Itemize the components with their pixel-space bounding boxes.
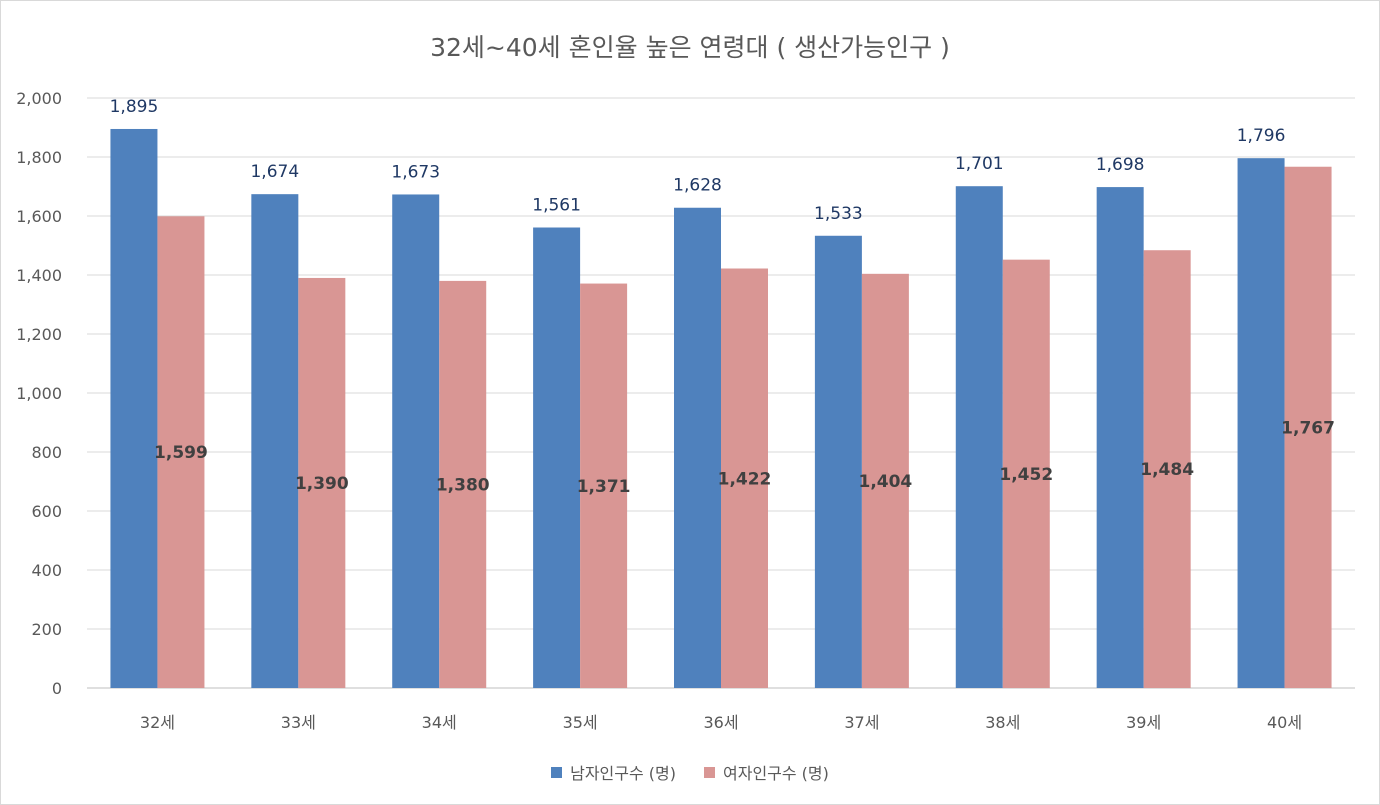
legend-item-female: 여자인구수 (명)	[704, 760, 829, 784]
y-tick-label: 600	[31, 502, 62, 521]
bar-male	[1096, 187, 1144, 688]
bar-male	[533, 227, 581, 688]
bar-female	[439, 280, 487, 688]
bar-male	[1237, 158, 1285, 688]
data-label-female: 1,404	[858, 472, 912, 492]
x-tick-label: 32세	[140, 713, 175, 732]
data-label-male: 1,698	[1096, 155, 1145, 175]
bar-female	[861, 273, 909, 688]
data-label-female: 1,767	[1281, 418, 1335, 438]
bar-female	[157, 216, 205, 689]
y-tick-label: 1,200	[16, 325, 62, 344]
bar-female	[298, 277, 346, 688]
y-tick-label: 1,000	[16, 384, 62, 403]
bar-male	[674, 207, 721, 689]
x-tick-label: 40세	[1267, 713, 1302, 732]
y-tick-label: 1,800	[16, 148, 62, 167]
legend-label-female: 여자인구수 (명)	[723, 764, 829, 783]
data-label-female: 1,380	[436, 475, 490, 495]
y-tick-label: 0	[52, 679, 62, 698]
data-label-male: 1,628	[673, 176, 722, 196]
bar-female	[580, 283, 628, 688]
x-tick-label: 39세	[1126, 713, 1161, 732]
bar-female	[721, 268, 768, 688]
x-tick-label: 35세	[563, 713, 598, 732]
data-label-male: 1,674	[250, 162, 299, 182]
y-tick-label: 800	[31, 443, 62, 462]
data-label-female: 1,484	[1140, 460, 1194, 480]
bar-male	[955, 186, 1003, 688]
legend-label-male: 남자인구수 (명)	[570, 764, 676, 783]
bar-male	[110, 128, 158, 689]
legend-swatch-male	[551, 766, 563, 778]
data-label-male: 1,701	[955, 154, 1004, 174]
data-label-female: 1,422	[718, 469, 772, 489]
bar-female	[1143, 250, 1191, 688]
legend-swatch-female	[704, 766, 715, 778]
bar-female	[1284, 166, 1332, 689]
y-tick-label: 400	[31, 561, 62, 580]
bar-male	[392, 194, 440, 688]
x-tick-label: 37세	[844, 713, 879, 732]
y-tick-label: 200	[31, 620, 62, 639]
data-label-male: 1,533	[814, 204, 863, 224]
data-label-female: 1,452	[999, 465, 1053, 485]
bar-male	[814, 235, 862, 688]
y-tick-label: 2,000	[16, 89, 62, 108]
x-tick-label: 38세	[985, 713, 1020, 732]
data-label-female: 1,390	[295, 474, 349, 494]
y-tick-label: 1,400	[16, 266, 62, 285]
data-label-female: 1,371	[577, 477, 631, 497]
data-label-male: 1,561	[532, 196, 581, 216]
x-tick-label: 36세	[703, 713, 738, 732]
chart-title: 32세~40세 혼인율 높은 연령대 ( 생산가능인구 )	[430, 33, 950, 62]
x-tick-label: 34세	[422, 713, 457, 732]
legend: 남자인구수 (명) 여자인구수 (명)	[0, 760, 1380, 784]
y-tick-label: 1,600	[16, 207, 62, 226]
data-label-male: 1,673	[391, 162, 440, 182]
bar-male	[251, 194, 299, 689]
x-tick-label: 33세	[281, 713, 316, 732]
data-label-female: 1,599	[154, 443, 208, 463]
legend-item-male: 남자인구수 (명)	[551, 760, 676, 784]
data-label-male: 1,895	[110, 97, 159, 117]
bar-female	[1002, 259, 1050, 688]
data-label-male: 1,796	[1237, 126, 1286, 146]
